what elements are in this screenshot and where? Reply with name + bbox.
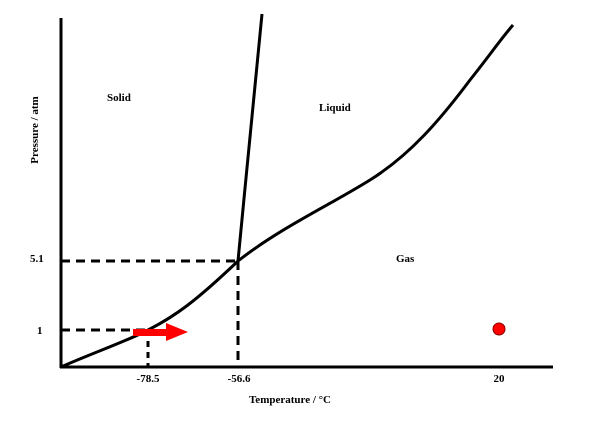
x-tick-minus56.6: -56.6 xyxy=(228,373,251,385)
sublimation-curve xyxy=(60,259,240,369)
x-tick-20: 20 xyxy=(494,373,506,385)
y-tick-1: 1 xyxy=(37,325,43,337)
region-label-gas: Gas xyxy=(396,253,415,265)
vaporisation-curve xyxy=(237,24,515,263)
region-label-liquid: Liquid xyxy=(319,102,351,114)
red-dot-marker xyxy=(492,322,506,336)
y-tick-5.1: 5.1 xyxy=(30,253,44,265)
y-axis-label: Pressure / atm xyxy=(29,96,41,163)
x-tick-minus78.5: -78.5 xyxy=(137,373,160,385)
red-arrow-icon xyxy=(133,323,188,341)
region-label-solid: Solid xyxy=(107,92,131,104)
melting-curve xyxy=(236,13,264,262)
x-axis-label: Temperature / °C xyxy=(249,394,331,406)
